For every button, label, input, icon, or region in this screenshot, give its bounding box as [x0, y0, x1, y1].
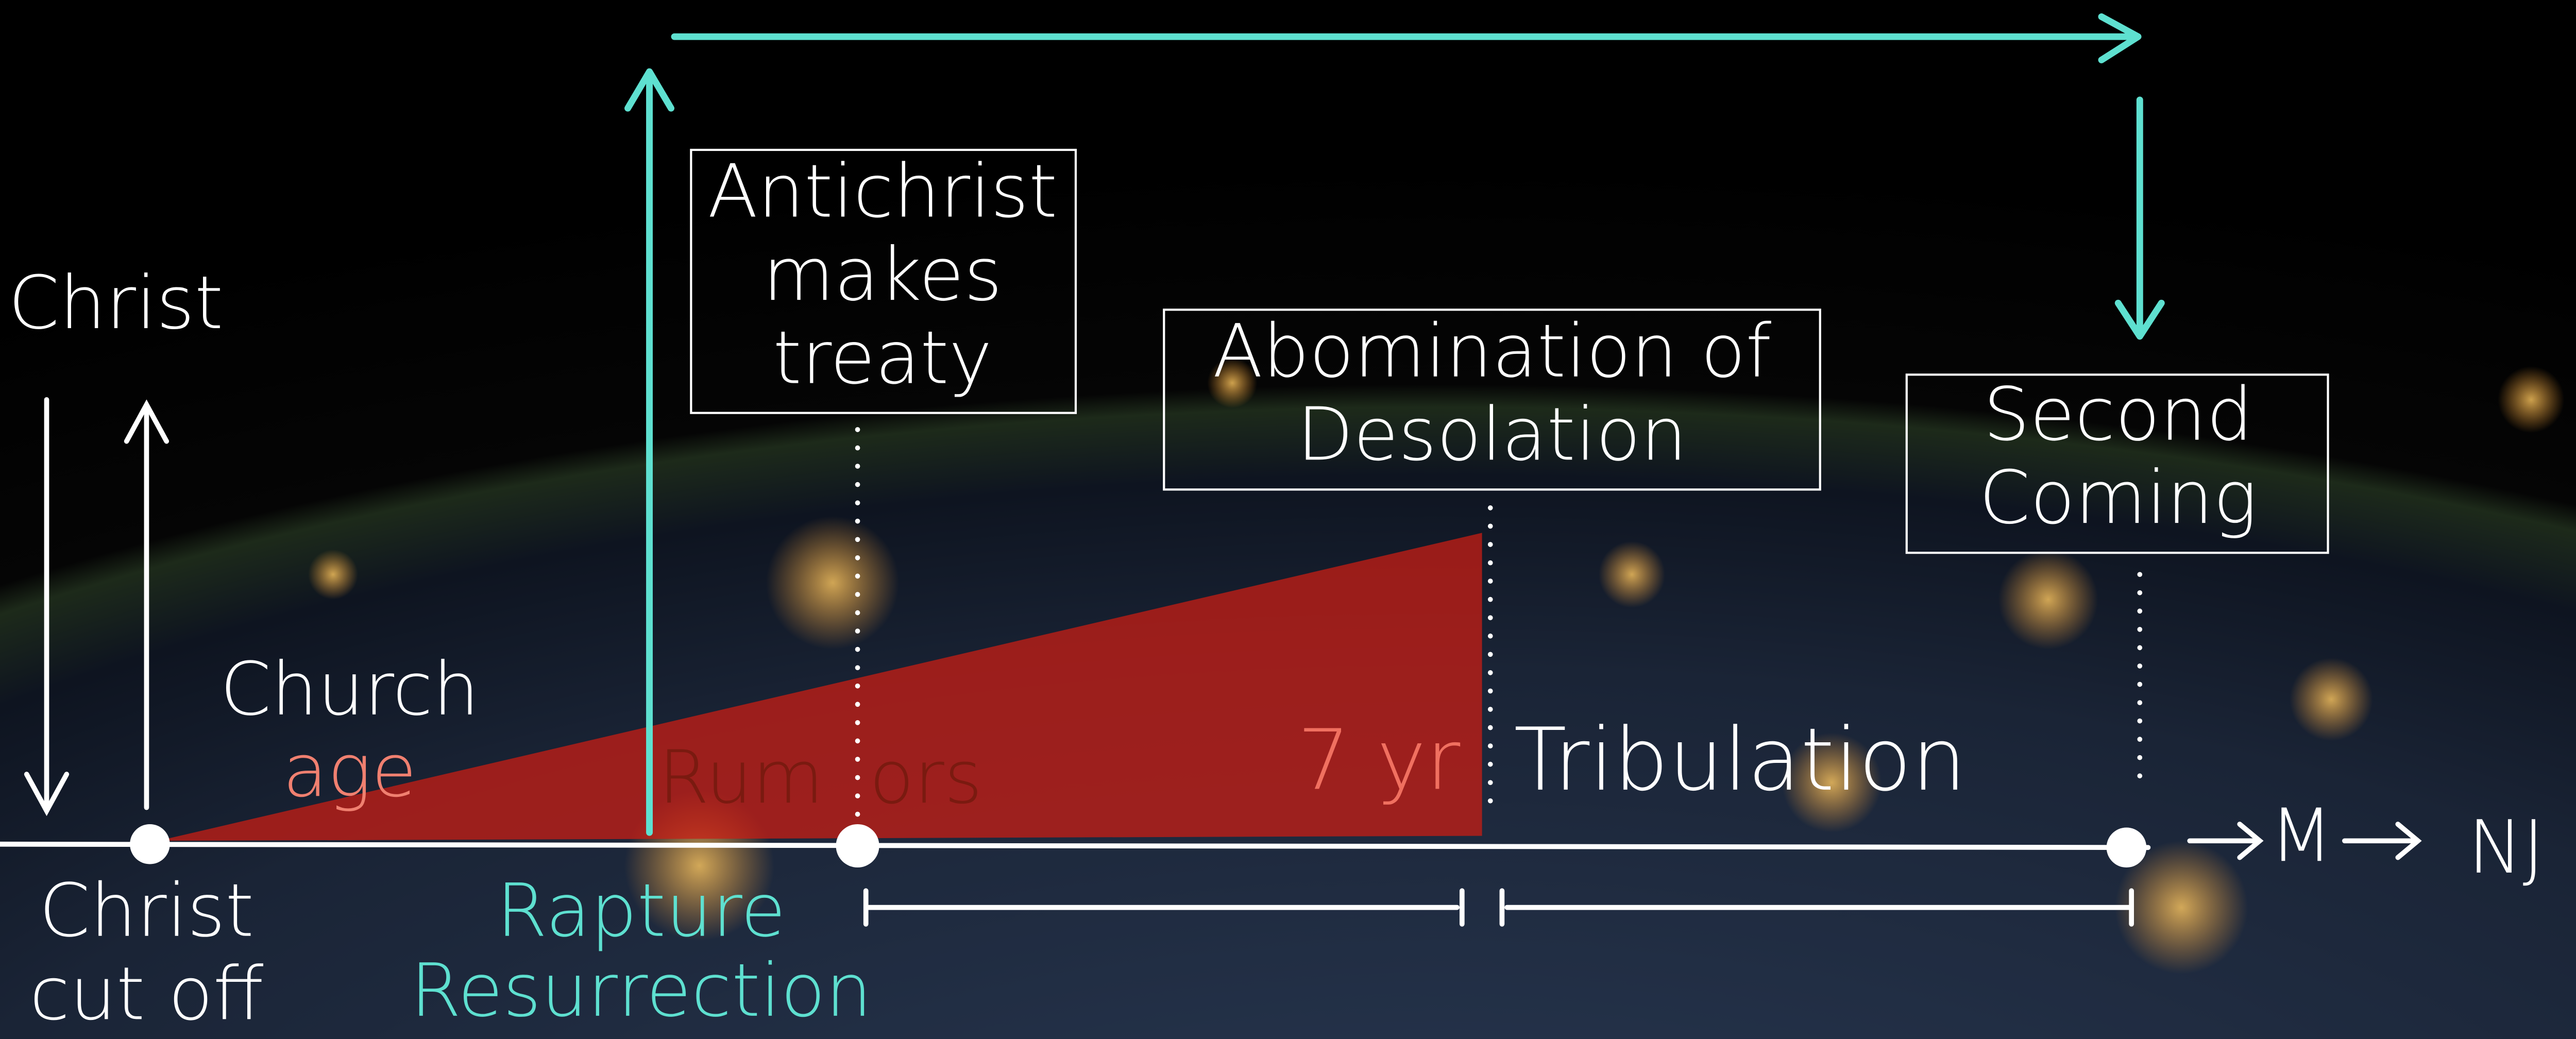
event-dot [2107, 827, 2147, 867]
label: NJ [2468, 805, 2544, 890]
label: Church [220, 646, 479, 732]
box-text: treaty [773, 315, 992, 401]
timeline [0, 844, 2148, 847]
label: cut off [29, 951, 263, 1036]
label: Tribulation [1514, 709, 1967, 810]
box-text: Abomination of [1213, 309, 1772, 394]
box-text: makes [763, 232, 1003, 317]
label: Resurrection [410, 948, 872, 1033]
label: Christ [39, 868, 254, 953]
label: Rapture [496, 868, 786, 953]
event-dot [130, 824, 170, 864]
label: ors [869, 735, 982, 820]
box-text: Coming [1979, 455, 2257, 540]
label: M [2269, 793, 2333, 878]
box-text: Desolation [1297, 391, 1687, 477]
box-text: Second [1984, 372, 2253, 457]
label: Rum [658, 735, 824, 820]
event-dot [836, 824, 879, 867]
label: 7 yr [1297, 712, 1461, 809]
box-text: Antichrist [708, 148, 1058, 234]
label: Christ [8, 260, 223, 346]
label: age [283, 728, 417, 813]
timeline-diagram: Christ Church age Christ cut off Rapture… [0, 0, 2576, 1039]
